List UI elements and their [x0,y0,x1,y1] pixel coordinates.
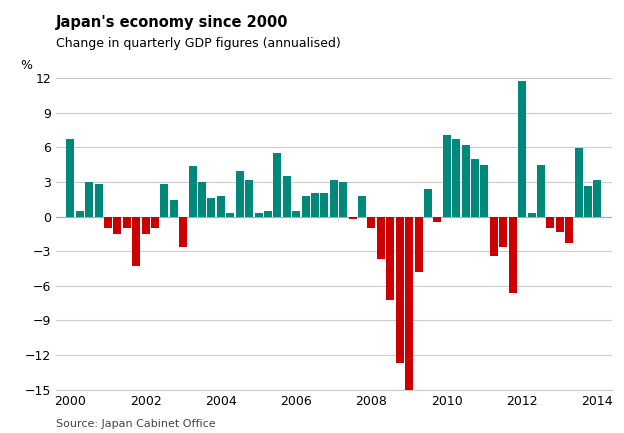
Bar [575,149,583,216]
Bar [443,135,451,216]
Bar [527,213,535,216]
Bar [434,216,441,222]
Bar [123,216,131,228]
Bar [273,153,281,216]
Bar [104,216,112,228]
Bar [151,216,159,228]
Text: Source: Japan Cabinet Office: Source: Japan Cabinet Office [56,419,216,429]
Bar [311,194,319,216]
Bar [85,182,93,216]
Text: Japan's economy since 2000: Japan's economy since 2000 [56,15,289,30]
Bar [76,211,84,216]
Bar [66,139,74,216]
Bar [584,187,592,216]
Bar [245,180,253,216]
Bar [188,166,197,216]
Bar [396,216,404,363]
Bar [170,200,178,216]
Bar [236,171,244,216]
Bar [556,216,563,232]
Bar [386,216,394,300]
Bar [368,216,376,228]
Bar [471,159,479,216]
Bar [292,211,300,216]
Bar [142,216,150,234]
Bar [518,81,526,216]
Bar [537,165,545,216]
Bar [480,165,489,216]
Text: Change in quarterly GDP figures (annualised): Change in quarterly GDP figures (annuali… [56,37,341,50]
Bar [94,184,102,216]
Bar [339,182,347,216]
Bar [301,196,310,216]
Bar [424,189,432,216]
Bar [321,194,328,216]
Bar [547,216,554,228]
Bar [207,198,215,216]
Bar [264,211,272,216]
Bar [414,216,422,272]
Bar [405,216,413,390]
Bar [499,216,507,246]
Bar [217,196,225,216]
Bar [349,216,357,219]
Bar [565,216,573,243]
Bar [509,216,517,293]
Bar [255,213,263,216]
Bar [462,145,470,216]
Bar [330,180,338,216]
Bar [198,182,206,216]
Bar [283,176,291,216]
Bar [227,213,234,216]
Text: %: % [20,59,32,72]
Bar [490,216,498,256]
Bar [114,216,121,234]
Bar [132,216,140,266]
Bar [179,216,187,246]
Bar [377,216,385,259]
Bar [358,196,366,216]
Bar [160,184,168,216]
Bar [452,139,461,216]
Bar [593,180,602,216]
